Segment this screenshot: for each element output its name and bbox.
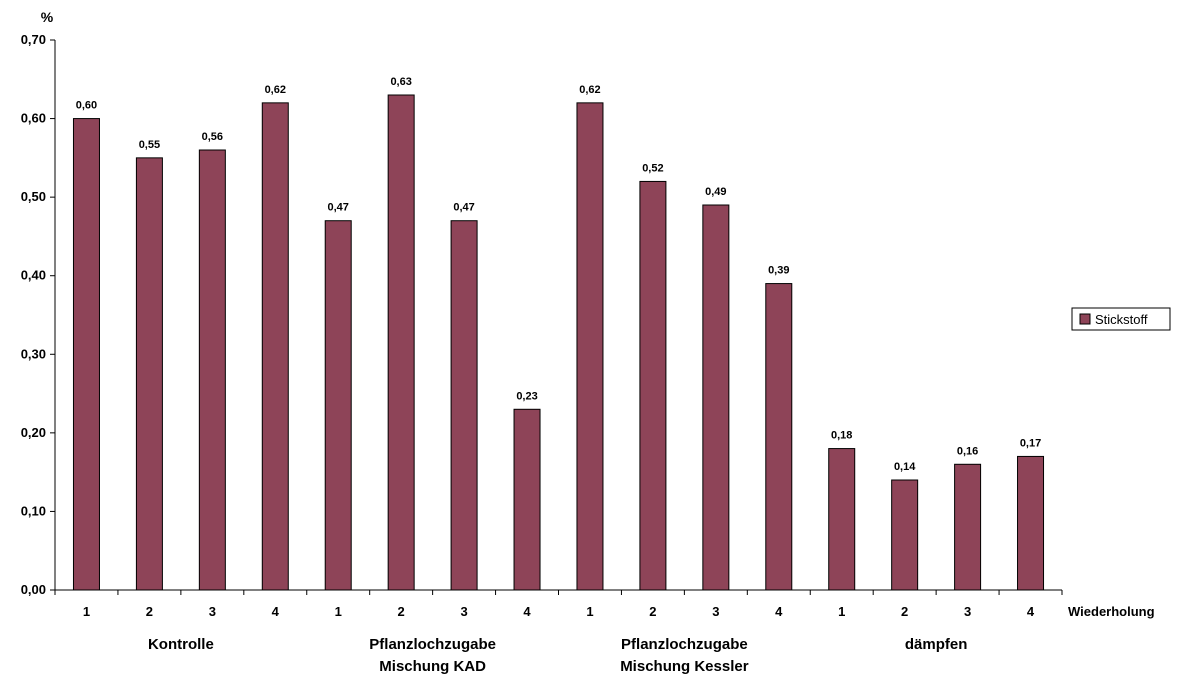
- bar: [72, 118, 100, 591]
- group-label: Pflanzlochzugabe: [621, 636, 748, 653]
- y-tick-label: 0,30: [21, 346, 46, 361]
- x-tick-label: 2: [901, 604, 908, 619]
- bar-value-label: 0,55: [139, 139, 160, 151]
- legend-box: [1071, 307, 1171, 331]
- legend-label: Stickstoff: [1095, 312, 1148, 327]
- y-tick-label: 0,50: [21, 189, 46, 204]
- bar-value-label: 0,17: [1020, 437, 1041, 449]
- bar: [135, 157, 163, 591]
- bar-value-label: 0,39: [768, 265, 789, 277]
- x-tick-label: 3: [964, 604, 971, 619]
- x-tick-label: 4: [523, 604, 531, 619]
- bar-value-label: 0,63: [390, 76, 411, 88]
- bar: [765, 283, 793, 591]
- bar-value-label: 0,14: [894, 461, 916, 473]
- bar-value-label: 0,23: [516, 390, 537, 402]
- bar: [513, 408, 541, 591]
- bar: [198, 149, 226, 591]
- y-tick-label: 0,20: [21, 425, 46, 440]
- bar-value-label: 0,18: [831, 430, 852, 442]
- x-axis-title: Wiederholung: [1068, 604, 1155, 619]
- bar: [450, 220, 478, 591]
- bar: [954, 463, 982, 591]
- group-label: Mischung Kessler: [620, 658, 749, 675]
- bar-value-label: 0,62: [265, 84, 286, 96]
- group-label: Mischung KAD: [379, 658, 486, 675]
- x-tick-label: 4: [272, 604, 280, 619]
- x-tick-label: 1: [83, 604, 90, 619]
- x-tick-label: 3: [460, 604, 467, 619]
- bar-value-label: 0,47: [328, 202, 349, 214]
- bar: [324, 220, 352, 591]
- group-label: dämpfen: [905, 636, 968, 653]
- x-tick-label: 1: [335, 604, 342, 619]
- x-tick-label: 3: [209, 604, 216, 619]
- bar: [576, 102, 604, 591]
- x-tick-label: 1: [838, 604, 845, 619]
- x-tick-label: 2: [649, 604, 656, 619]
- bar-value-label: 0,52: [642, 162, 663, 174]
- bar-value-label: 0,16: [957, 445, 978, 457]
- bar: [261, 102, 289, 591]
- y-tick-label: 0,10: [21, 503, 46, 518]
- x-tick-label: 3: [712, 604, 719, 619]
- y-axis-title: %: [41, 9, 54, 25]
- bar: [828, 448, 856, 591]
- bar: [639, 180, 667, 591]
- bar: [702, 204, 730, 591]
- bar-value-label: 0,62: [579, 84, 600, 96]
- x-tick-label: 2: [398, 604, 405, 619]
- group-label: Pflanzlochzugabe: [369, 636, 496, 653]
- y-tick-label: 0,60: [21, 111, 46, 126]
- y-tick-label: 0,00: [21, 582, 46, 597]
- y-tick-label: 0,70: [21, 32, 46, 47]
- bar-value-label: 0,49: [705, 186, 726, 198]
- bar-value-label: 0,60: [76, 100, 97, 112]
- legend-swatch: [1079, 313, 1091, 325]
- y-tick-label: 0,40: [21, 268, 46, 283]
- bar: [387, 94, 415, 591]
- bar: [891, 479, 919, 591]
- x-tick-label: 2: [146, 604, 153, 619]
- group-label: Kontrolle: [148, 636, 214, 653]
- x-tick-label: 1: [586, 604, 593, 619]
- bar-value-label: 0,47: [453, 202, 474, 214]
- bar: [1017, 455, 1045, 591]
- x-tick-label: 4: [775, 604, 783, 619]
- x-tick-label: 4: [1027, 604, 1035, 619]
- bar-value-label: 0,56: [202, 131, 223, 143]
